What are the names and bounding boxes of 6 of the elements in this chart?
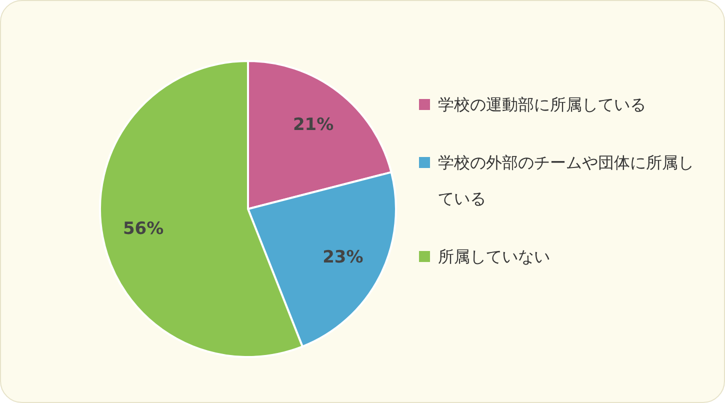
- legend-label: 学校の外部のチームや団体に所属している: [438, 152, 695, 210]
- data-label: 21%: [292, 114, 334, 135]
- legend-label: 所属していない: [438, 246, 550, 268]
- legend-label: 学校の運動部に所属している: [438, 94, 646, 116]
- data-label: 56%: [122, 218, 164, 239]
- data-label: 23%: [322, 247, 364, 268]
